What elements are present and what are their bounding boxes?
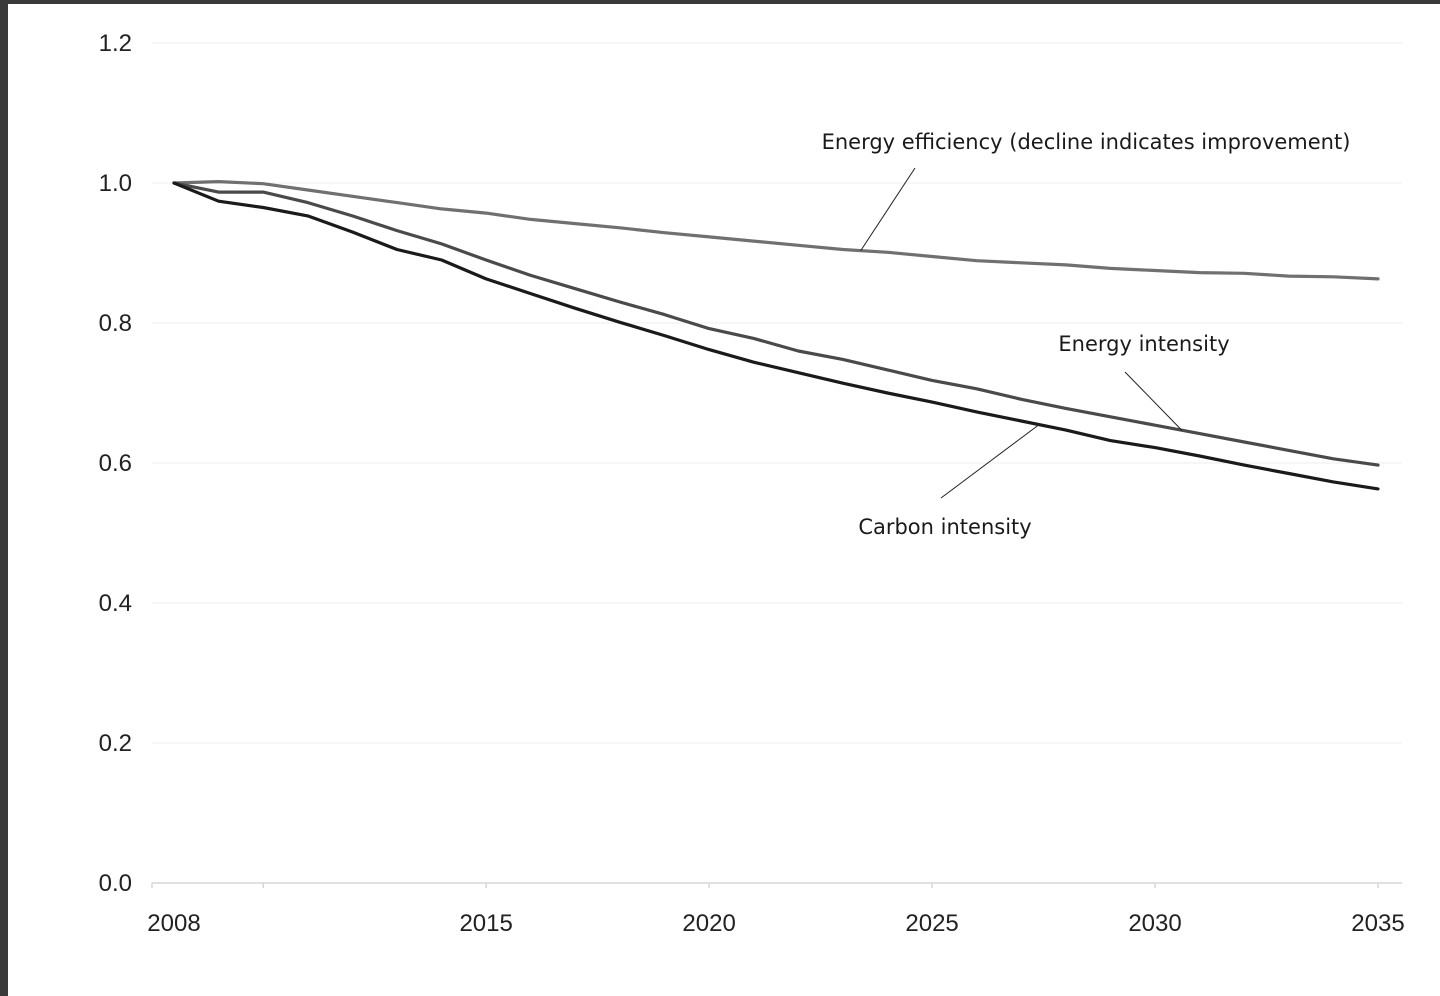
y-tick-label: 0.6: [99, 450, 132, 477]
y-tick-label: 0.2: [99, 730, 132, 757]
series-annotation-label: Energy efficiency (decline indicates imp…: [822, 130, 1351, 154]
series-annotation-label: Carbon intensity: [858, 515, 1031, 539]
x-tick-label: 2035: [1351, 910, 1404, 937]
series-line-3: [172, 181, 1380, 491]
x-tick-label: 2020: [682, 910, 735, 937]
annotation-leader-line: [860, 167, 916, 251]
y-tick-label: 1.0: [99, 170, 132, 197]
y-tick-label: 0.4: [99, 590, 132, 617]
series-line-2: [172, 181, 1380, 467]
series-lines: [172, 180, 1380, 491]
series-line-1: [172, 180, 1380, 281]
x-tick-label: 2030: [1128, 910, 1181, 937]
series-annotation-label: Energy intensity: [1058, 332, 1229, 356]
grid-lines: [152, 42, 1402, 744]
x-tick-label: 2008: [147, 910, 200, 937]
chart-frame: 2008 2015 2020 2025 2030 2035 0.0 0.2 0.4 0.6 0.8…: [8, 4, 1440, 996]
annotations: Energy efficiency (decline indicates imp…: [822, 130, 1351, 539]
x-tick-label: 2015: [459, 910, 512, 937]
y-tick-label: 0.0: [99, 870, 132, 897]
y-tick-label: 1.2: [99, 30, 132, 57]
y-axis: 0.0 0.2 0.4 0.6 0.8 1.0 1.2: [99, 30, 132, 897]
annotation-leader-line: [1124, 371, 1183, 431]
y-tick-label: 0.8: [99, 310, 132, 337]
x-axis: 2008 2015 2020 2025 2030 2035: [147, 882, 1405, 937]
annotation-leader-line: [940, 424, 1040, 499]
line-chart: 2008 2015 2020 2025 2030 2035 0.0 0.2 0.4 0.6 0.8…: [99, 30, 1405, 937]
x-tick-label: 2025: [905, 910, 958, 937]
